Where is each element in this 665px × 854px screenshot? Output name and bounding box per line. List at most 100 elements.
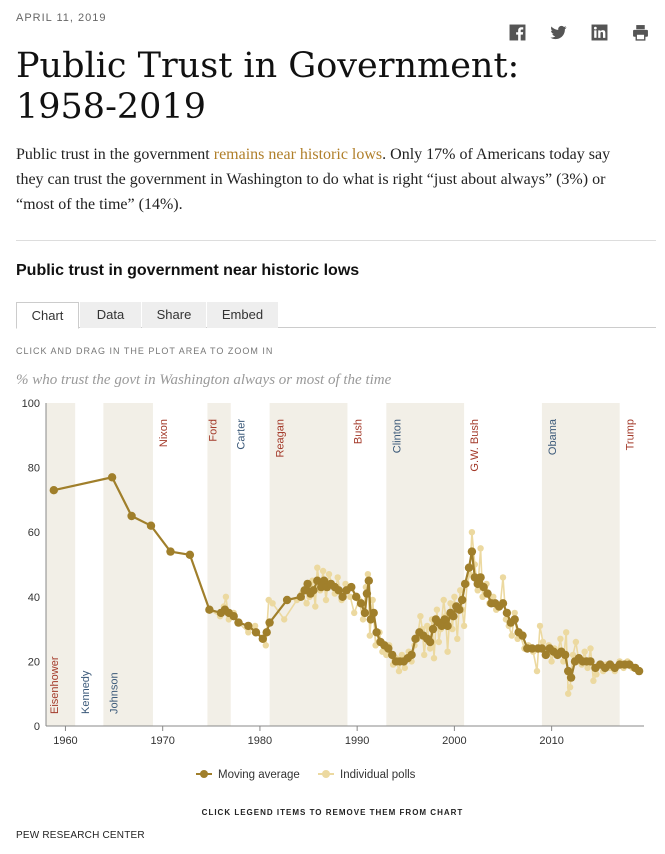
data-point[interactable] [454, 635, 461, 642]
legend-item-0[interactable]: Moving average [196, 769, 300, 781]
data-point[interactable] [383, 651, 390, 659]
data-point[interactable] [586, 657, 595, 666]
data-point[interactable] [587, 645, 594, 652]
data-point[interactable] [539, 638, 547, 646]
data-point[interactable] [474, 587, 481, 594]
data-point[interactable] [511, 609, 518, 617]
data-point[interactable] [325, 571, 333, 578]
data-point[interactable] [498, 599, 508, 608]
data-point[interactable] [464, 563, 474, 572]
data-point[interactable] [508, 632, 515, 639]
data-point[interactable] [258, 634, 267, 643]
tab-data[interactable]: Data [80, 302, 141, 328]
data-point[interactable] [309, 586, 318, 595]
data-point[interactable] [342, 580, 349, 588]
data-point[interactable] [479, 582, 488, 592]
data-point[interactable] [362, 589, 372, 598]
data-point[interactable] [425, 637, 435, 647]
data-point[interactable] [460, 579, 470, 589]
data-point[interactable] [244, 621, 253, 631]
data-point[interactable] [470, 573, 479, 582]
data-point[interactable] [401, 664, 408, 672]
linkedin-icon[interactable] [591, 24, 608, 41]
data-point[interactable] [537, 644, 547, 653]
data-point[interactable] [447, 600, 454, 607]
trust-chart[interactable]: Eisenhower Kennedy Johnson Nixon Ford Carter R… [0, 395, 665, 805]
data-point[interactable] [251, 622, 259, 630]
data-point[interactable] [421, 651, 428, 659]
data-point[interactable] [352, 592, 361, 601]
data-point[interactable] [369, 608, 378, 618]
tab-chart[interactable]: Chart [16, 302, 79, 329]
data-point[interactable] [566, 673, 576, 682]
data-point[interactable] [359, 616, 367, 623]
data-point[interactable] [366, 615, 375, 624]
data-point[interactable] [407, 650, 416, 660]
data-point[interactable] [245, 629, 252, 636]
data-point[interactable] [146, 521, 156, 530]
data-point[interactable] [369, 596, 376, 604]
data-point[interactable] [518, 631, 527, 640]
legend-item-1[interactable]: Individual polls [318, 769, 416, 781]
data-point[interactable] [424, 622, 431, 630]
data-point[interactable] [234, 618, 243, 627]
data-point[interactable] [477, 545, 484, 552]
data-point[interactable] [528, 644, 537, 653]
data-point[interactable] [411, 634, 420, 643]
data-point[interactable] [499, 574, 507, 581]
data-point[interactable] [536, 622, 544, 630]
data-point[interactable] [351, 609, 358, 617]
data-point[interactable] [107, 473, 117, 482]
data-point[interactable] [449, 612, 458, 621]
data-point[interactable] [127, 511, 136, 521]
data-point[interactable] [269, 600, 276, 607]
facebook-icon[interactable] [509, 24, 526, 41]
data-point[interactable] [561, 650, 570, 660]
data-point[interactable] [476, 573, 485, 582]
print-icon[interactable] [632, 24, 649, 41]
data-point[interactable] [564, 666, 573, 676]
data-point[interactable] [356, 599, 366, 608]
data-point[interactable] [483, 589, 492, 598]
data-point[interactable] [303, 579, 312, 589]
data-point[interactable] [444, 648, 451, 655]
data-point[interactable] [467, 547, 477, 556]
data-point[interactable] [451, 593, 458, 600]
data-point[interactable] [388, 650, 397, 660]
data-point[interactable] [417, 613, 424, 620]
data-point[interactable] [49, 486, 58, 495]
data-point[interactable] [360, 608, 370, 618]
tab-share[interactable]: Share [142, 302, 206, 328]
data-point[interactable] [319, 576, 329, 585]
historic-lows-link[interactable]: remains near historic lows [213, 146, 383, 163]
data-point[interactable] [563, 629, 570, 636]
data-point[interactable] [347, 593, 354, 600]
data-point[interactable] [366, 632, 373, 639]
data-point[interactable] [430, 655, 438, 662]
data-point[interactable] [428, 624, 438, 634]
data-point[interactable] [395, 667, 403, 675]
data-point[interactable] [593, 671, 600, 678]
data-point[interactable] [364, 576, 373, 585]
data-point[interactable] [262, 628, 271, 637]
data-point[interactable] [281, 616, 288, 623]
data-point[interactable] [426, 645, 434, 652]
data-point[interactable] [334, 586, 343, 595]
data-point[interactable] [584, 664, 591, 672]
data-point[interactable] [510, 615, 519, 624]
data-point[interactable] [502, 608, 512, 618]
data-point[interactable] [317, 582, 326, 592]
data-point[interactable] [437, 621, 446, 631]
data-point[interactable] [458, 595, 467, 605]
data-point[interactable] [319, 567, 327, 575]
data-point[interactable] [347, 582, 356, 592]
data-point[interactable] [435, 638, 442, 646]
data-point[interactable] [312, 603, 319, 610]
data-point[interactable] [468, 529, 476, 536]
data-point[interactable] [565, 690, 572, 697]
data-point[interactable] [490, 593, 497, 600]
data-point[interactable] [457, 587, 464, 594]
data-point[interactable] [398, 651, 406, 659]
data-point[interactable] [322, 596, 330, 604]
data-point[interactable] [440, 615, 449, 624]
